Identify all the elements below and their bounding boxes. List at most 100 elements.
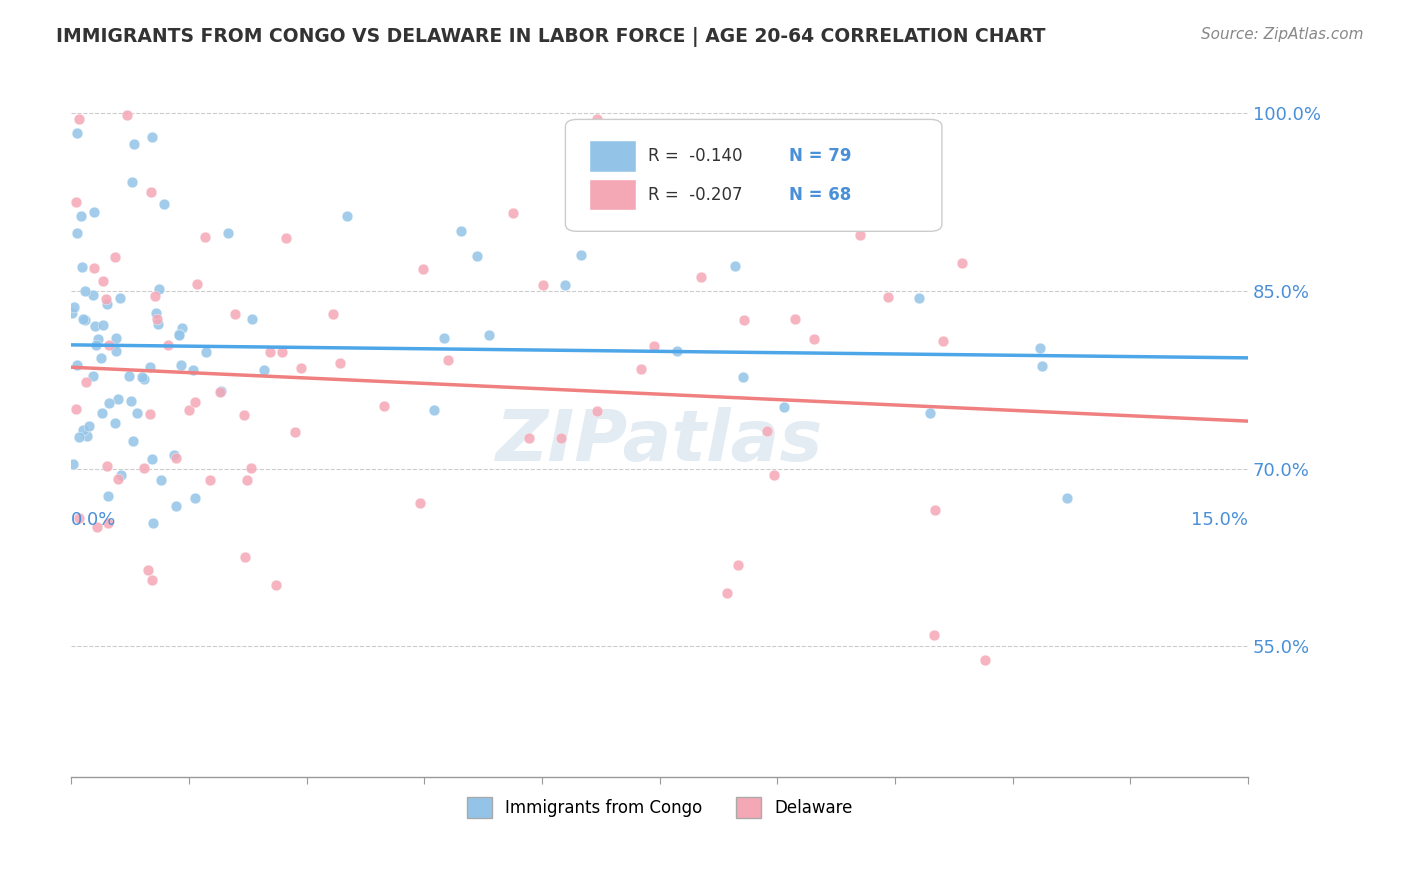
Legend: Immigrants from Congo, Delaware: Immigrants from Congo, Delaware xyxy=(460,791,859,824)
Point xyxy=(82,287,104,301)
Point xyxy=(149,473,172,487)
Point xyxy=(90,351,112,365)
Point xyxy=(63,300,86,314)
Point xyxy=(82,369,104,384)
Point xyxy=(284,425,307,439)
Point xyxy=(90,406,112,420)
Point xyxy=(186,277,208,291)
Point xyxy=(242,311,264,326)
Point xyxy=(586,404,609,418)
Text: R =  -0.140: R = -0.140 xyxy=(648,147,742,166)
Point xyxy=(84,337,107,351)
Point xyxy=(131,370,153,384)
Point xyxy=(83,205,105,219)
Point xyxy=(153,196,176,211)
Point xyxy=(569,248,592,262)
Point xyxy=(502,206,524,220)
Text: R =  -0.207: R = -0.207 xyxy=(648,186,742,204)
Point xyxy=(198,473,221,487)
Point xyxy=(96,296,118,310)
Point xyxy=(65,195,87,210)
Point xyxy=(97,516,120,531)
Point xyxy=(66,126,89,140)
Point xyxy=(98,396,121,410)
Point xyxy=(103,416,125,430)
Point xyxy=(322,307,344,321)
Point xyxy=(170,321,193,335)
Point xyxy=(142,516,165,531)
Point xyxy=(716,585,738,599)
Point xyxy=(630,361,652,376)
Point xyxy=(184,395,207,409)
Point xyxy=(209,384,232,398)
Point xyxy=(145,306,167,320)
Point xyxy=(75,285,97,299)
Point xyxy=(67,430,90,444)
Point xyxy=(907,291,929,305)
Text: 15.0%: 15.0% xyxy=(1191,511,1249,529)
Point xyxy=(165,499,187,513)
Point xyxy=(75,313,97,327)
Point xyxy=(62,457,84,471)
Point xyxy=(105,343,128,358)
Point xyxy=(67,112,90,126)
Point xyxy=(932,334,955,348)
Point xyxy=(66,226,89,240)
Point xyxy=(877,290,900,304)
Point xyxy=(270,345,292,359)
Point xyxy=(139,185,162,199)
Point xyxy=(259,345,281,359)
Point xyxy=(141,574,163,588)
Point xyxy=(643,339,665,353)
Point xyxy=(86,520,108,534)
Point xyxy=(209,385,232,400)
Point xyxy=(93,274,115,288)
Point xyxy=(689,269,711,284)
Point xyxy=(517,431,540,445)
Point xyxy=(724,259,747,273)
Point xyxy=(585,112,607,126)
Point xyxy=(803,332,825,346)
Point xyxy=(433,331,456,345)
Point xyxy=(115,108,138,122)
Point xyxy=(141,129,163,144)
Point xyxy=(240,460,263,475)
Point xyxy=(450,224,472,238)
Point xyxy=(918,406,941,420)
Point xyxy=(290,361,312,376)
Point xyxy=(148,282,170,296)
Point xyxy=(75,375,97,389)
Point xyxy=(110,468,132,483)
Point xyxy=(157,337,180,351)
Point xyxy=(763,468,786,483)
Point xyxy=(97,489,120,503)
Point xyxy=(146,317,169,331)
Point xyxy=(531,278,554,293)
Point xyxy=(253,363,276,377)
Point xyxy=(165,451,187,466)
Point xyxy=(665,344,688,359)
Point xyxy=(554,278,576,293)
Point xyxy=(170,358,193,372)
Point xyxy=(336,209,359,223)
Point xyxy=(217,226,239,240)
Point xyxy=(138,407,160,421)
Point xyxy=(104,250,127,264)
Point xyxy=(233,409,256,423)
Point xyxy=(1029,341,1052,355)
Text: 0.0%: 0.0% xyxy=(72,511,117,529)
Point xyxy=(132,461,155,475)
Point xyxy=(264,578,287,592)
Point xyxy=(184,491,207,506)
Point xyxy=(76,429,98,443)
Point xyxy=(465,249,488,263)
Point xyxy=(167,326,190,341)
Point xyxy=(423,402,446,417)
Point xyxy=(69,511,91,525)
Point xyxy=(177,403,200,417)
Point xyxy=(731,369,754,384)
Point xyxy=(194,230,217,244)
Point xyxy=(107,392,129,406)
Point xyxy=(65,402,87,417)
Point xyxy=(72,311,94,326)
